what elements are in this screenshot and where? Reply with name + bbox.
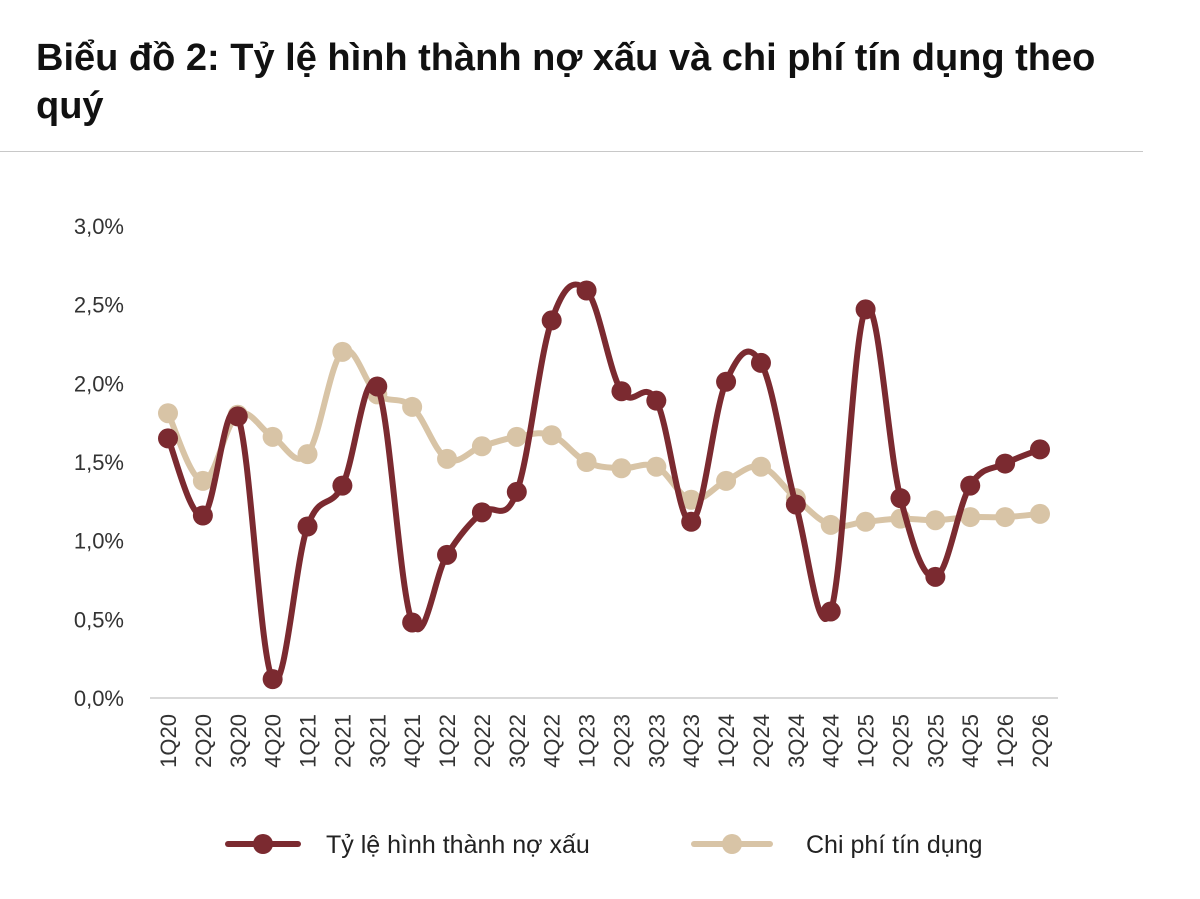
data-point: [541, 310, 562, 331]
y-tick-label: 3,0%: [74, 214, 124, 239]
y-tick-label: 2,0%: [74, 371, 124, 396]
data-point: [681, 489, 702, 510]
data-point: [506, 481, 527, 502]
data-point: [227, 406, 248, 427]
data-point: [960, 507, 981, 528]
data-point: [995, 453, 1016, 474]
x-tick-label: 2Q21: [330, 714, 355, 768]
data-point: [437, 448, 458, 469]
x-tick-label: 3Q25: [923, 714, 948, 768]
x-tick-label: 3Q23: [644, 714, 669, 768]
data-point: [960, 475, 981, 496]
legend-swatch-marker: [253, 834, 273, 854]
data-point: [192, 470, 213, 491]
data-point: [820, 601, 841, 622]
data-point: [576, 280, 597, 301]
x-tick-label: 4Q22: [540, 714, 565, 768]
data-point: [402, 396, 423, 417]
y-tick-label: 0,0%: [74, 686, 124, 711]
data-point: [855, 511, 876, 532]
x-tick-label: 4Q25: [958, 714, 983, 768]
x-tick-label: 1Q21: [296, 714, 321, 768]
x-tick-label: 4Q23: [679, 714, 704, 768]
data-point: [855, 299, 876, 320]
legend-label: Tỷ lệ hình thành nợ xấu: [326, 831, 590, 859]
data-point: [297, 516, 318, 537]
x-axis-ticks: 1Q20 2Q20 3Q20 4Q20 1Q21 2Q21 3Q21 4Q21 1Q22 2Q22…: [156, 714, 1053, 768]
data-point: [716, 470, 737, 491]
data-point: [506, 426, 527, 447]
y-axis-ticks: 0,0% 0,5% 1,0% 1,5% 2,0% 2,5% 3,0%: [74, 214, 124, 711]
data-point: [192, 505, 213, 526]
y-tick-label: 1,5%: [74, 450, 124, 475]
x-tick-label: 1Q24: [714, 714, 739, 768]
legend-label: Chi phí tín dụng: [806, 831, 983, 859]
x-tick-label: 3Q20: [226, 714, 251, 768]
series-layer: [158, 280, 1050, 690]
series-npl-formation: [158, 280, 1050, 690]
data-point: [367, 376, 388, 397]
x-tick-label: 2Q20: [191, 714, 216, 768]
data-point: [158, 403, 178, 424]
series-credit-cost: [158, 341, 1050, 535]
legend-item: Tỷ lệ hình thành nợ xấu: [225, 831, 590, 859]
chart-title: Biểu đồ 2: Tỷ lệ hình thành nợ xấu và ch…: [36, 37, 1096, 127]
data-point: [646, 456, 667, 477]
x-tick-label: 1Q23: [575, 714, 600, 768]
data-point: [716, 371, 737, 392]
data-point: [471, 436, 492, 457]
data-point: [925, 566, 946, 587]
data-point: [332, 475, 353, 496]
x-tick-label: 3Q21: [365, 714, 390, 768]
x-tick-label: 4Q20: [261, 714, 286, 768]
legend-swatch-marker: [722, 834, 742, 854]
data-point: [158, 428, 178, 449]
data-point: [471, 502, 492, 523]
data-point: [820, 514, 841, 535]
data-point: [1030, 439, 1050, 460]
data-point: [576, 452, 597, 472]
legend: Tỷ lệ hình thành nợ xấu Chi phí tín dụng: [225, 831, 983, 859]
data-point: [262, 669, 283, 690]
data-point: [611, 381, 632, 402]
x-tick-label: 2Q22: [470, 714, 495, 768]
data-point: [1030, 503, 1050, 524]
data-point: [541, 425, 562, 446]
x-tick-label: 4Q21: [400, 714, 425, 768]
data-point: [681, 511, 702, 532]
data-point: [750, 352, 771, 373]
data-point: [611, 458, 632, 479]
x-tick-label: 1Q26: [993, 714, 1018, 768]
data-point: [402, 612, 423, 633]
x-tick-label: 3Q22: [505, 714, 530, 768]
x-tick-label: 2Q25: [888, 714, 913, 768]
x-tick-label: 1Q25: [854, 714, 879, 768]
x-tick-label: 2Q24: [749, 714, 774, 768]
data-point: [750, 456, 771, 477]
legend-item: Chi phí tín dụng: [691, 831, 983, 859]
y-tick-label: 2,5%: [74, 293, 124, 318]
x-tick-label: 1Q22: [435, 714, 460, 768]
x-tick-label: 4Q24: [819, 714, 844, 768]
x-tick-label: 2Q23: [609, 714, 634, 768]
title-divider: [0, 151, 1143, 152]
data-point: [785, 494, 806, 515]
data-point: [262, 426, 283, 447]
data-point: [332, 341, 353, 362]
x-tick-label: 2Q26: [1028, 714, 1053, 768]
data-point: [297, 444, 318, 465]
x-tick-label: 3Q24: [784, 714, 809, 768]
data-point: [995, 507, 1016, 528]
y-tick-label: 1,0%: [74, 529, 124, 554]
data-point: [646, 390, 667, 411]
data-point: [437, 544, 458, 565]
series-line: [165, 281, 1043, 685]
y-tick-label: 0,5%: [74, 607, 124, 632]
x-tick-label: 1Q20: [156, 714, 181, 768]
data-point: [925, 510, 946, 531]
data-point: [890, 488, 911, 509]
